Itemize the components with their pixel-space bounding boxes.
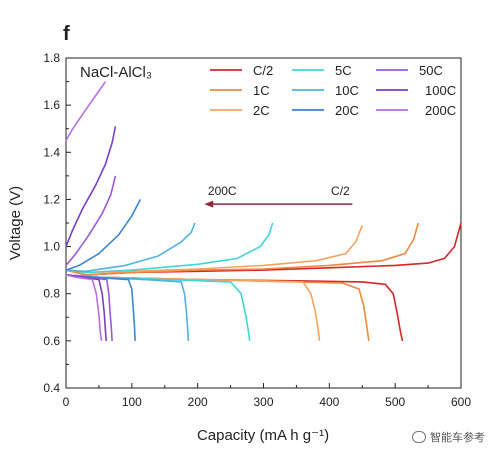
legend-label: 50C: [419, 63, 443, 78]
panel-label: f: [63, 23, 70, 45]
y-axis-label: Voltage (V): [7, 186, 24, 260]
series-200c-charge-curve: [65, 81, 107, 141]
y-tick-label: 1.6: [43, 98, 60, 112]
x-tick-label: 600: [451, 395, 471, 409]
legend-label: 20C: [335, 103, 359, 118]
annotation-low-rate: C/2: [331, 184, 350, 198]
series-c-2-charge-curve: [65, 222, 462, 276]
y-tick-label: 1.4: [43, 145, 60, 159]
series-100c-charge-curve: [65, 126, 117, 247]
y-tick-label: 1.0: [43, 240, 60, 254]
legend-label: 1C: [253, 83, 270, 98]
series-20c-charge-curve: [65, 199, 142, 271]
legend-label: 100C: [425, 83, 456, 98]
legend-label: 10C: [335, 83, 359, 98]
annotation-high-rate: 200C: [208, 184, 237, 198]
series-10c-charge-curve: [65, 222, 196, 273]
x-axis-label: Capacity (mA h g⁻¹): [197, 427, 329, 444]
legend-label: 200C: [425, 103, 456, 118]
watermark-text: 智能车参考: [430, 431, 485, 444]
y-tick-label: 0.8: [43, 287, 60, 301]
rate-arrow-annotation: C/2 200C: [204, 184, 353, 208]
series-50c-charge-curve: [65, 175, 117, 266]
x-tick-label: 500: [385, 395, 405, 409]
x-tick-label: 0: [63, 395, 70, 409]
x-tick-label: 200: [188, 395, 208, 409]
x-tick-label: 100: [122, 395, 142, 409]
series-100c-discharge-curve: [65, 274, 107, 341]
rate-arrow-head: [204, 200, 214, 208]
y-tick-label: 0.6: [43, 334, 60, 348]
series-1c-charge-curve: [65, 222, 419, 276]
series-200c-discharge-curve: [65, 274, 103, 342]
legend-label: 5C: [335, 63, 352, 78]
y-tick-label: 0.4: [43, 381, 60, 395]
legend-label: 2C: [253, 103, 270, 118]
legend: C/2 1C 2C 5C 10C 20C 50C 100C 200C: [210, 63, 456, 118]
x-tick-label: 400: [319, 395, 339, 409]
y-tick-label: 1.8: [43, 51, 60, 65]
legend-label: C/2: [253, 63, 273, 78]
series-layer: [65, 81, 462, 342]
watermark: 智能车参考: [412, 429, 485, 445]
series-5c-charge-curve: [65, 222, 274, 274]
axis-ticks: 0 100 200 300 400 500 600 0.4 0.6 0.8 1.0 1.2 1.4 1.6…: [43, 51, 471, 409]
wechat-icon: [412, 431, 426, 443]
series-10c-discharge-curve: [65, 274, 190, 341]
chart-title: NaCl-AlCl₃: [80, 64, 152, 81]
y-tick-label: 1.2: [43, 192, 60, 206]
x-tick-label: 300: [253, 395, 273, 409]
